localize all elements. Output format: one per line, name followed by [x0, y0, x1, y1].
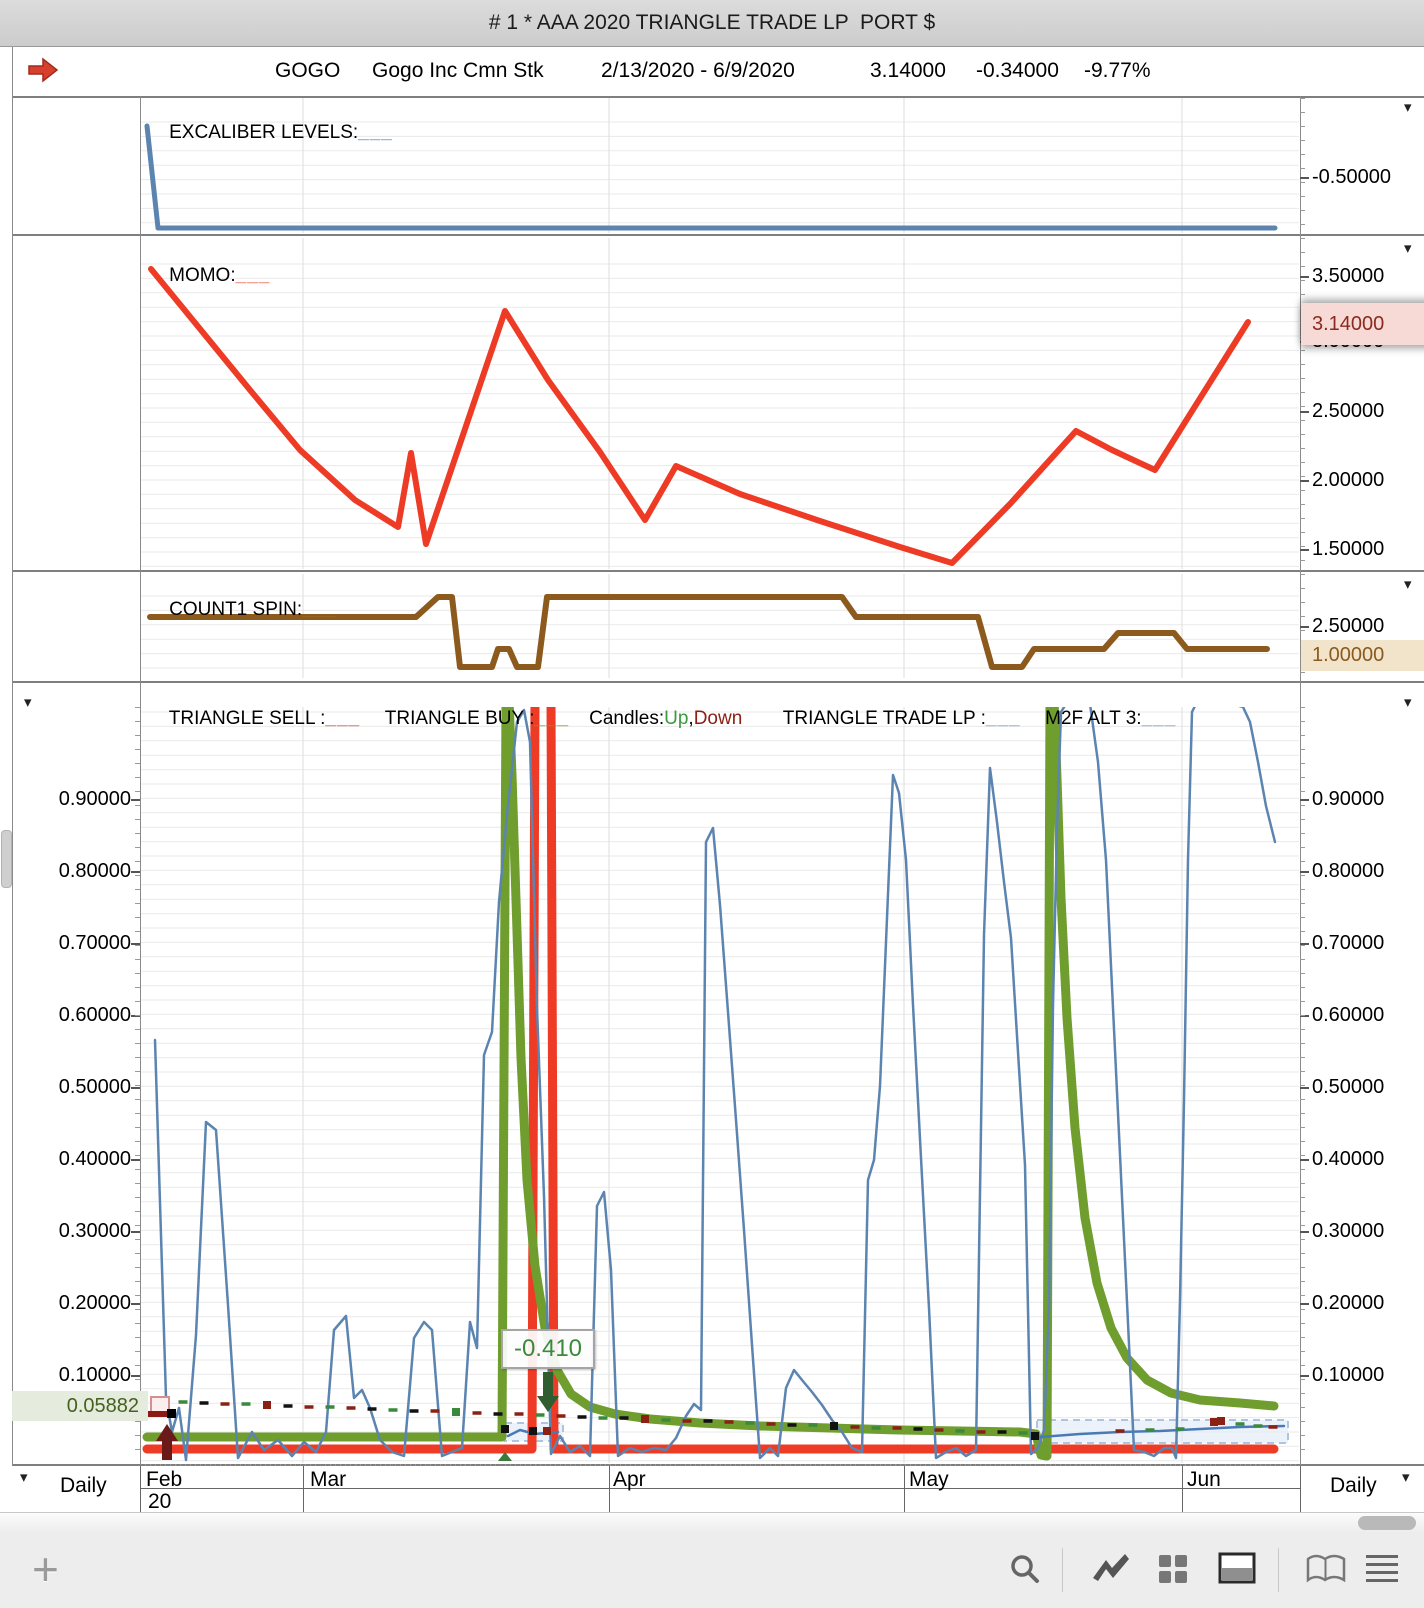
red-arrow-icon[interactable] — [26, 57, 60, 85]
month-label-feb: Feb — [146, 1468, 183, 1491]
plot-left-border — [140, 96, 141, 1512]
horizontal-scrollbar-thumb[interactable] — [1358, 1516, 1416, 1530]
window-title: # 1 * AAA 2020 TRIANGLE TRADE LP PORT $ — [488, 11, 936, 34]
month-label-jun: Jun — [1187, 1468, 1221, 1491]
momo-underscore: ___ — [235, 265, 271, 286]
main-axis-label: 0.50000 — [1312, 1076, 1385, 1098]
percent-change: -9.77% — [1084, 59, 1151, 82]
legend-triangle-trade-lp: TRIANGLE TRADE LP :___ — [782, 708, 1021, 729]
main-axis-label: 0.90000 — [58, 788, 131, 810]
last-price: 3.14000 — [870, 59, 946, 82]
momo-axis-label: 3.50000 — [1312, 265, 1385, 287]
horizontal-scrollbar[interactable] — [0, 1512, 1424, 1535]
symbol: GOGO — [275, 59, 341, 82]
momo-axis-ticks — [1300, 238, 1305, 569]
main-axis-label: 0.30000 — [58, 1220, 131, 1242]
period-collapse-icon-left[interactable]: ▾ — [20, 1469, 28, 1486]
month-label-mar: Mar — [310, 1468, 347, 1491]
main-axis-label: 0.60000 — [58, 1004, 131, 1026]
excaliber-underscore: ___ — [358, 122, 393, 143]
momo-panel-label: MOMO:___ — [169, 265, 271, 286]
main-axis-label: 0.40000 — [1312, 1148, 1385, 1170]
left-edge-border — [12, 47, 13, 1513]
month-boundary — [904, 1466, 905, 1512]
main-axis-label: 0.10000 — [58, 1364, 131, 1386]
count1-current-value-badge: 1.00000 — [1301, 640, 1424, 671]
quote-header: GOGO Gogo Inc Cmn Stk 2/13/2020 - 6/9/20… — [0, 47, 1424, 96]
momo-axis-label: 1.50000 — [1312, 538, 1385, 560]
panel-border — [12, 234, 1424, 236]
vertical-scrollbar-thumb[interactable] — [1, 830, 12, 888]
time-axis[interactable]: Feb Mar Apr May Jun 20 Daily Daily — [12, 1466, 1424, 1513]
panel-border — [12, 96, 1424, 98]
main-axis-label: 0.80000 — [58, 860, 131, 882]
main-axis-label: 0.70000 — [58, 932, 131, 954]
count1-axis-ticks — [1300, 574, 1305, 678]
book-icon[interactable] — [1304, 1552, 1348, 1588]
excaliber-axis-ticks — [1300, 98, 1305, 233]
legend-candles-down: Down — [693, 708, 743, 729]
month-boundary — [1182, 1466, 1183, 1512]
count1-panel-label: COUNT1 SPIN:___ — [169, 599, 337, 620]
momo-collapse-icon[interactable]: ▾ — [1404, 240, 1412, 257]
menu-lines-icon[interactable] — [1364, 1552, 1400, 1584]
main-left-axis-ticks — [135, 707, 140, 1463]
count1-axis-label: 2.50000 — [1312, 615, 1385, 637]
toolbar-separator — [1062, 1548, 1063, 1592]
month-boundary — [303, 1466, 304, 1512]
date-range: 2/13/2020 - 6/9/2020 — [601, 59, 795, 82]
main-axis-label: 0.60000 — [1312, 1004, 1385, 1026]
toolbar-separator — [1278, 1548, 1279, 1592]
month-boundary — [609, 1466, 610, 1512]
period-collapse-icon-right[interactable]: ▾ — [1402, 1469, 1410, 1486]
main-current-value-badge: 0.05882 — [12, 1391, 148, 1421]
main-axis-label: 0.20000 — [1312, 1292, 1385, 1314]
main-axis-label: 0.10000 — [1312, 1364, 1385, 1386]
split-panel-icon[interactable] — [1218, 1552, 1258, 1586]
main-collapse-icon-left[interactable]: ▾ — [24, 694, 32, 711]
count1-underscore: ___ — [302, 599, 337, 620]
first-day-label: 20 — [148, 1490, 172, 1513]
period-selector-left[interactable]: Daily — [60, 1474, 107, 1497]
main-axis-label: 0.80000 — [1312, 860, 1385, 882]
legend-candles-up: Up — [664, 708, 689, 729]
main-axis-label: 0.40000 — [58, 1148, 131, 1170]
panel-border — [12, 570, 1424, 572]
main-axis-label: 0.30000 — [1312, 1220, 1385, 1242]
main-axis-label: 0.20000 — [58, 1292, 131, 1314]
security-name: Gogo Inc Cmn Stk — [372, 59, 544, 82]
momo-axis-label: 2.00000 — [1312, 469, 1385, 491]
excaliber-axis-label: -0.50000 — [1312, 166, 1391, 188]
month-label-apr: Apr — [613, 1468, 646, 1491]
legend-triangle-sell: TRIANGLE SELL :___ — [168, 708, 361, 729]
count1-collapse-icon[interactable]: ▾ — [1404, 576, 1412, 593]
main-axis-label: 0.50000 — [58, 1076, 131, 1098]
crosshair-plus-icon[interactable]: + — [32, 1543, 59, 1595]
excaliber-collapse-icon[interactable]: ▾ — [1404, 99, 1412, 116]
main-axis-label: 0.70000 — [1312, 932, 1385, 954]
zigzag-chart-icon[interactable] — [1092, 1552, 1132, 1588]
price-change: -0.34000 — [976, 59, 1059, 82]
window-title-bar: # 1 * AAA 2020 TRIANGLE TRADE LP PORT $ — [0, 0, 1424, 47]
legend-triangle-buy: TRIANGLE BUY :___ — [384, 708, 570, 729]
legend-candles: Candles:Up,Down — [589, 708, 743, 729]
price-annotation: -0.410 — [501, 1329, 595, 1369]
bottom-toolbar: + — [0, 1534, 1424, 1608]
main-collapse-icon-right[interactable]: ▾ — [1404, 694, 1412, 711]
main-axis-label: 0.90000 — [1312, 788, 1385, 810]
period-selector-right[interactable]: Daily — [1330, 1474, 1377, 1497]
search-icon[interactable] — [1008, 1552, 1042, 1588]
momo-current-value-badge: 3.14000 — [1301, 303, 1424, 345]
excaliber-panel-label: EXCALIBER LEVELS:___ — [169, 122, 393, 143]
legend-m2f-alt-3: M2F ALT 3:___ — [1045, 708, 1177, 729]
main-right-axis-ticks — [1300, 707, 1305, 1463]
month-label-may: May — [909, 1468, 949, 1491]
panel-border — [12, 681, 1424, 683]
momo-axis-label: 2.50000 — [1312, 400, 1385, 422]
grid-layout-icon[interactable] — [1156, 1552, 1190, 1586]
